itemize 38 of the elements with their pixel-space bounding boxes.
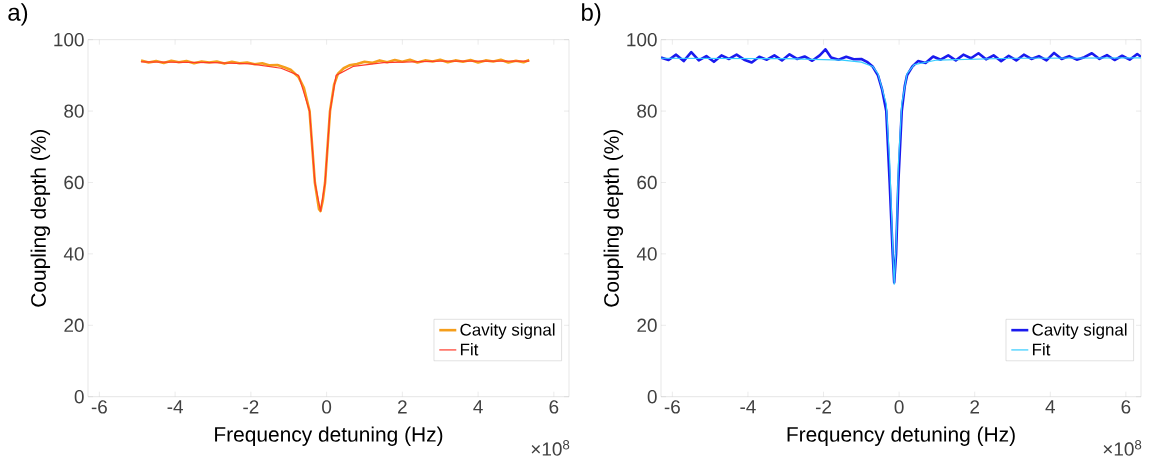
x-tick-label: 0 [322,400,332,414]
x-tick-label: 2 [398,400,407,414]
x-tick-label: 2 [970,400,980,414]
x-tick-label: -6 [91,400,107,414]
y-tick-label: 80 [637,104,657,118]
chart-title: b) [582,3,601,26]
y-tick-label: 100 [627,33,657,47]
x-tick-label: 6 [1121,400,1131,414]
y-tick-label: 0 [647,390,657,404]
x-tick-label: 4 [473,400,483,414]
legend-label: Fit [1032,343,1051,356]
legend-label: Cavity signal [460,323,555,340]
legend-label: Cavity signal [1032,323,1127,340]
x-tick-label: 6 [549,400,559,414]
y-tick-label: 80 [64,104,84,118]
x-tick-label: -2 [815,400,831,414]
text: ×10$^{8}$ [1103,440,1142,456]
y-tick-label: 20 [64,318,84,333]
y-axis-title: Coupling depth (%) [30,130,51,307]
x-axis-title: Frequency detuning (Hz) [215,426,443,447]
x-tick-label: -2 [243,400,259,414]
x-tick-label: 4 [1045,400,1055,414]
y-tick-label: 60 [64,175,84,190]
y-tick-label: 0 [74,390,84,404]
y-tick-label: 60 [637,175,657,190]
chart-title: a) [8,3,28,26]
y-tick-label: 100 [54,33,84,47]
text: ×10$^{8}$ [531,440,570,456]
x-tick-label: -4 [167,400,183,414]
x-tick-label: -6 [664,400,680,414]
x-tick-label: -4 [740,400,756,414]
legend-label: Fit [460,343,479,356]
y-tick-label: 20 [637,318,657,333]
x-axis-title: Frequency detuning (Hz) [787,426,1015,447]
y-tick-label: 40 [636,247,657,261]
y-axis-title: Coupling depth (%) [603,130,624,307]
x-tick-label: 0 [894,400,904,414]
y-tick-label: 40 [63,247,84,261]
